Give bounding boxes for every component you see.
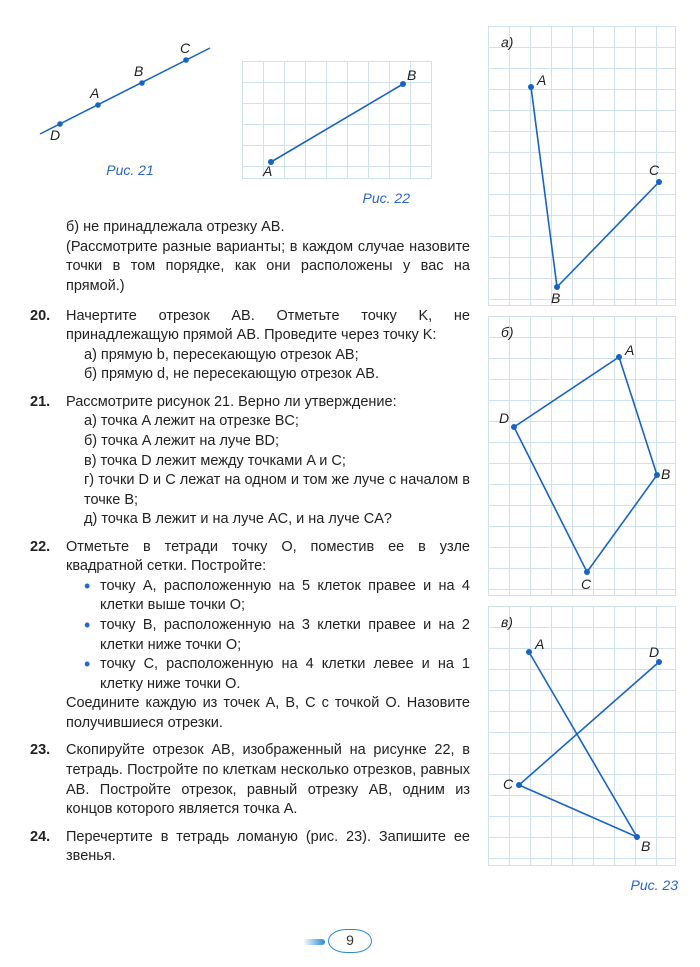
p20-text: Начертите отрезок AB. Отметьте точку K, … bbox=[66, 308, 470, 344]
intro-note: (Рассмотрите разные варианты; в каждом с… bbox=[66, 239, 470, 294]
panel-a-C: C bbox=[649, 162, 660, 178]
panel-b-B: B bbox=[661, 466, 670, 482]
panel-c-B: B bbox=[641, 838, 650, 854]
intro-para: б) не принадлежала отрезку AB. (Рассмотр… bbox=[66, 218, 470, 296]
problem-22: 22. Отметьте в тетради точку O, поместив… bbox=[30, 538, 470, 734]
p22-text: Отметьте в тетради точку O, поместив ее … bbox=[66, 539, 470, 575]
problem-20: 20. Начертите отрезок AB. Отметьте точку… bbox=[30, 307, 470, 385]
p21-a: а) точка A лежит на отрезке BC; bbox=[66, 412, 470, 432]
panel-b-label: б) bbox=[501, 324, 514, 340]
panel-c-label: в) bbox=[501, 614, 513, 630]
fig21-D: D bbox=[50, 127, 60, 143]
fig23-panel-a: а) A B C bbox=[488, 26, 676, 306]
fig22-B: B bbox=[407, 67, 416, 83]
p22-tail: Соедините каждую из точек A, B, C с точк… bbox=[66, 694, 470, 733]
fig21-svg: D A B C bbox=[30, 28, 230, 148]
fig21-C: C bbox=[180, 40, 191, 56]
p23-text: Скопируйте отрезок AB, изображенный на р… bbox=[66, 741, 470, 819]
p20-b: б) прямую d, не пересекающую отрезок AB. bbox=[66, 365, 470, 385]
figure-23-sidebar: а) A B C б) A D C B в) bbox=[488, 26, 678, 895]
p22-b1: точку A, расположенную на 5 клеток праве… bbox=[100, 577, 470, 616]
fig23-panel-c: в) A B C D bbox=[488, 606, 676, 866]
pnum-20: 20. bbox=[30, 307, 66, 385]
main-content: б) не принадлежала отрезку AB. (Рассмотр… bbox=[30, 218, 470, 866]
p20-a: а) прямую b, пересекающую отрезок AB; bbox=[66, 346, 470, 366]
panel-a-label: а) bbox=[501, 34, 513, 50]
fig22-caption: Рис. 22 bbox=[230, 189, 420, 208]
problem-24: 24. Перечертите в тетрадь ломаную (рис. … bbox=[30, 828, 470, 867]
fig21-caption: Рис. 21 bbox=[30, 161, 230, 180]
fig23-caption: Рис. 23 bbox=[488, 876, 678, 895]
p24-text: Перечертите в тетрадь ломаную (рис. 23).… bbox=[66, 828, 470, 867]
figure-22: A B bbox=[242, 61, 432, 179]
p21-c: в) точка D лежит между точками A и C; bbox=[66, 452, 470, 472]
panel-b-C: C bbox=[581, 576, 592, 592]
p22-b3: точку C, расположенную на 4 клетки левее… bbox=[100, 655, 470, 694]
p21-text: Рассмотрите рисунок 21. Верно ли утвержд… bbox=[66, 394, 397, 410]
p21-d: г) точки D и C лежат на одном и том же л… bbox=[66, 471, 470, 510]
pnum-23: 23. bbox=[30, 741, 66, 819]
bullet-icon: • bbox=[84, 655, 100, 694]
page-number-wrap: 9 bbox=[0, 929, 700, 953]
panel-c-C: C bbox=[503, 776, 514, 792]
pnum-21: 21. bbox=[30, 393, 66, 530]
p21-e: д) точка B лежит и на луче AC, и на луче… bbox=[66, 510, 470, 530]
p21-b: б) точка A лежит на луче BD; bbox=[66, 432, 470, 452]
fig21-A: A bbox=[89, 85, 99, 101]
fig21-B: B bbox=[134, 63, 143, 79]
panel-a-B: B bbox=[551, 290, 560, 306]
p22-b2: точку B, расположенную на 3 клетки праве… bbox=[100, 616, 470, 655]
pnum-22: 22. bbox=[30, 538, 66, 734]
pnum-24: 24. bbox=[30, 828, 66, 867]
panel-c-D: D bbox=[649, 644, 659, 660]
fig23-panel-b: б) A D C B bbox=[488, 316, 676, 596]
panel-b-A: A bbox=[624, 342, 634, 358]
bullet-icon: • bbox=[84, 577, 100, 616]
page-number: 9 bbox=[328, 929, 372, 953]
figure-21: D A B C Рис. 21 bbox=[30, 28, 230, 179]
bullet-icon: • bbox=[84, 616, 100, 655]
problem-23: 23. Скопируйте отрезок AB, изображенный … bbox=[30, 741, 470, 819]
panel-c-A: A bbox=[534, 636, 544, 652]
panel-a-A: A bbox=[536, 72, 546, 88]
problem-21: 21. Рассмотрите рисунок 21. Верно ли утв… bbox=[30, 393, 470, 530]
fig22-A: A bbox=[262, 163, 272, 179]
fig22-svg: A B bbox=[243, 62, 433, 180]
panel-b-D: D bbox=[499, 410, 509, 426]
intro-b: б) не принадлежала отрезку AB. bbox=[66, 219, 285, 235]
